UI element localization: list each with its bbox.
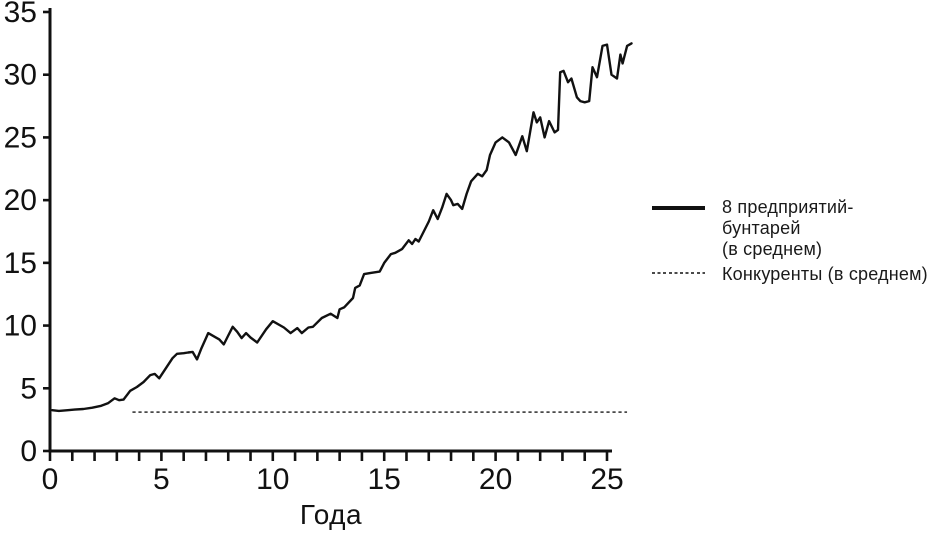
x-tick-label: 20	[479, 463, 512, 496]
y-tick-label: 5	[20, 372, 37, 405]
y-tick-label: 35	[4, 0, 37, 29]
y-tick-label: 25	[4, 121, 37, 154]
series-rebels-line	[51, 42, 633, 413]
legend-dotted-line-sample	[652, 272, 705, 275]
x-tick-label: 0	[42, 463, 59, 496]
legend-label-competitors: Конкуренты (в среднем)	[722, 264, 928, 284]
y-tick-label: 15	[4, 247, 37, 280]
axes	[48, 8, 612, 453]
y-tick-label: 30	[4, 59, 37, 92]
y-tick-label: 20	[4, 184, 37, 217]
x-tick-label: 5	[153, 463, 170, 496]
x-tick-label: 15	[368, 463, 401, 496]
y-tick-label: 0	[20, 435, 37, 468]
x-tick-label: 10	[256, 463, 289, 496]
legend-label-rebels: 8 предприятий-бунтарей (в среднем)	[722, 197, 854, 259]
y-tick-label: 10	[4, 310, 37, 343]
legend-solid-line-sample	[652, 206, 705, 210]
x-axis-title: Года	[299, 499, 363, 530]
x-tick-label: 25	[590, 463, 623, 496]
